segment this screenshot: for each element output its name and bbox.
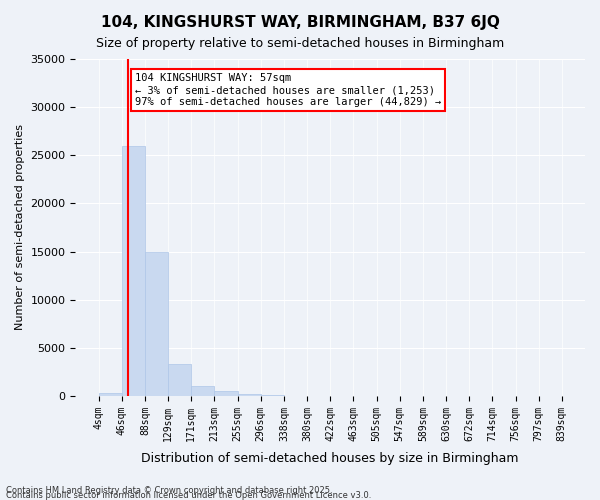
Bar [168, 364, 191, 396]
X-axis label: Distribution of semi-detached houses by size in Birmingham: Distribution of semi-detached houses by … [142, 452, 519, 465]
Bar [145, 252, 168, 396]
Text: 104, KINGSHURST WAY, BIRMINGHAM, B37 6JQ: 104, KINGSHURST WAY, BIRMINGHAM, B37 6JQ [101, 15, 499, 30]
Bar [238, 394, 261, 396]
Y-axis label: Number of semi-detached properties: Number of semi-detached properties [15, 124, 25, 330]
Bar [214, 391, 238, 396]
Text: 104 KINGSHURST WAY: 57sqm
← 3% of semi-detached houses are smaller (1,253)
97% o: 104 KINGSHURST WAY: 57sqm ← 3% of semi-d… [135, 74, 441, 106]
Bar [98, 393, 122, 396]
Text: Size of property relative to semi-detached houses in Birmingham: Size of property relative to semi-detach… [96, 38, 504, 51]
Text: Contains public sector information licensed under the Open Government Licence v3: Contains public sector information licen… [6, 491, 371, 500]
Bar [122, 146, 145, 396]
Bar [191, 386, 214, 396]
Text: Contains HM Land Registry data © Crown copyright and database right 2025.: Contains HM Land Registry data © Crown c… [6, 486, 332, 495]
